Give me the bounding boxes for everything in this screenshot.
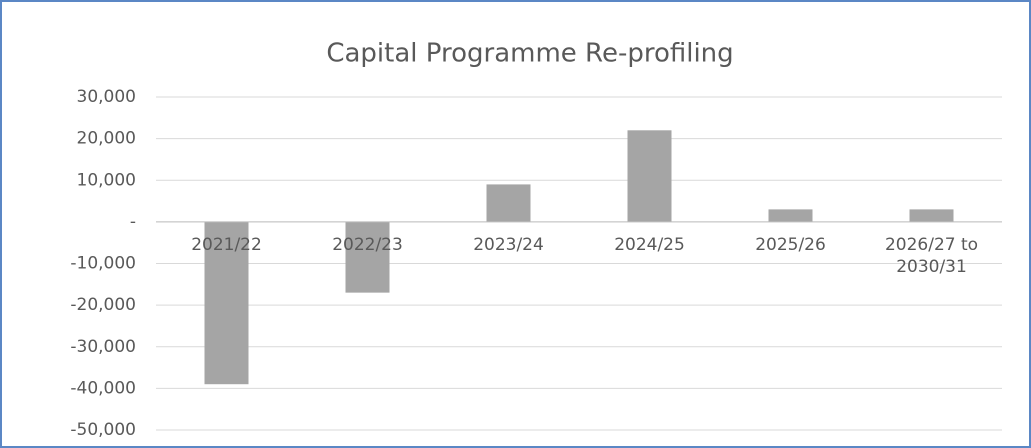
y-tick-label: -30,000 (70, 337, 136, 357)
x-tick-label: 2021/22 (191, 234, 262, 255)
y-tick-label: 20,000 (77, 129, 136, 149)
y-tick-label: - (130, 212, 136, 232)
bar (768, 209, 813, 222)
y-tick-label: 10,000 (77, 170, 136, 190)
bar (345, 221, 390, 293)
x-tick-label: 2022/23 (332, 234, 403, 255)
y-tick-label: -20,000 (70, 295, 136, 315)
x-tick-label: 2023/24 (473, 234, 544, 255)
y-tick-label: -50,000 (70, 420, 136, 440)
y-tick-label: -40,000 (70, 378, 136, 398)
bar (909, 209, 954, 222)
bar (486, 184, 531, 222)
chart-title: Capital Programme Re-profiling (326, 39, 733, 69)
y-tick-label: 30,000 (77, 87, 136, 107)
bar (204, 221, 249, 385)
y-tick-label: -10,000 (70, 254, 136, 274)
x-tick-label: 2026/27 to 2030/31 (884, 234, 979, 277)
x-tick-label: 2024/25 (614, 234, 685, 255)
bar (627, 130, 672, 222)
x-tick-label: 2025/26 (755, 234, 826, 255)
